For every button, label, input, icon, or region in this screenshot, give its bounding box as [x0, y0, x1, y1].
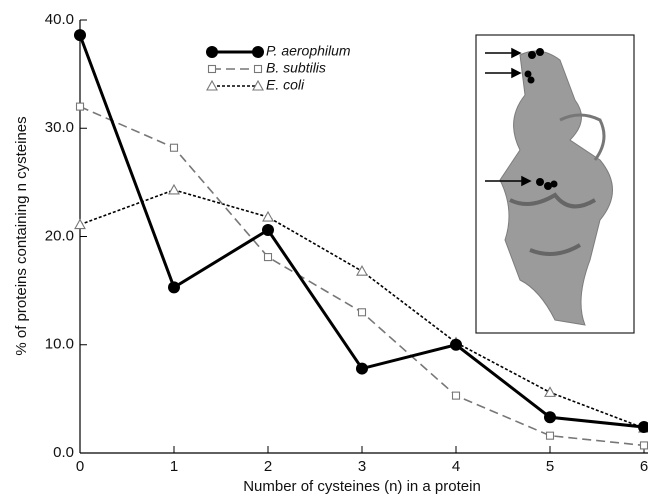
point — [252, 79, 264, 91]
legend-label: B. subtilis — [266, 60, 326, 76]
y-tick-label: 0.0 — [53, 444, 74, 461]
point — [638, 421, 648, 434]
x-tick-label: 5 — [546, 458, 554, 475]
legend-label: P. aerophilum — [266, 43, 351, 59]
x-tick-label: 3 — [358, 458, 366, 475]
point — [168, 183, 180, 195]
y-tick-label: 10.0 — [45, 336, 74, 353]
x-tick-label: 1 — [170, 458, 178, 475]
point — [74, 29, 86, 42]
point — [639, 441, 648, 450]
y-tick-label: 40.0 — [45, 11, 74, 28]
x-tick-label: 4 — [452, 458, 460, 475]
point — [206, 46, 218, 58]
point — [450, 338, 462, 351]
y-tick-label: 30.0 — [45, 119, 74, 136]
inset — [475, 34, 635, 334]
point — [262, 224, 274, 237]
x-axis-label: Number of cysteines (n) in a protein — [243, 478, 481, 495]
point — [451, 391, 461, 400]
point — [207, 64, 217, 74]
point — [262, 210, 274, 222]
x-tick-label: 0 — [76, 458, 84, 475]
point — [356, 362, 368, 375]
point — [169, 143, 179, 152]
point — [252, 46, 264, 58]
y-tick-label: 20.0 — [45, 227, 74, 244]
point — [545, 431, 555, 440]
point — [168, 281, 180, 294]
point — [356, 265, 368, 276]
point — [357, 308, 367, 317]
y-axis-label: % of proteins containing n cysteines — [13, 116, 30, 355]
point — [544, 411, 556, 424]
arrows — [485, 47, 532, 187]
point — [253, 64, 263, 74]
point — [544, 386, 556, 397]
point — [75, 102, 85, 111]
x-tick-label: 6 — [640, 458, 648, 475]
point — [74, 218, 86, 230]
legend-label: E. coli — [266, 77, 305, 93]
point — [263, 253, 273, 262]
x-tick-label: 2 — [264, 458, 272, 475]
cysteine-markers — [524, 48, 558, 190]
point — [206, 79, 218, 91]
